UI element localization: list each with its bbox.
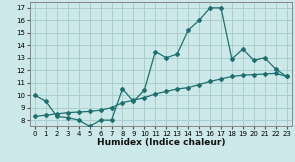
X-axis label: Humidex (Indice chaleur): Humidex (Indice chaleur) (96, 138, 225, 147)
